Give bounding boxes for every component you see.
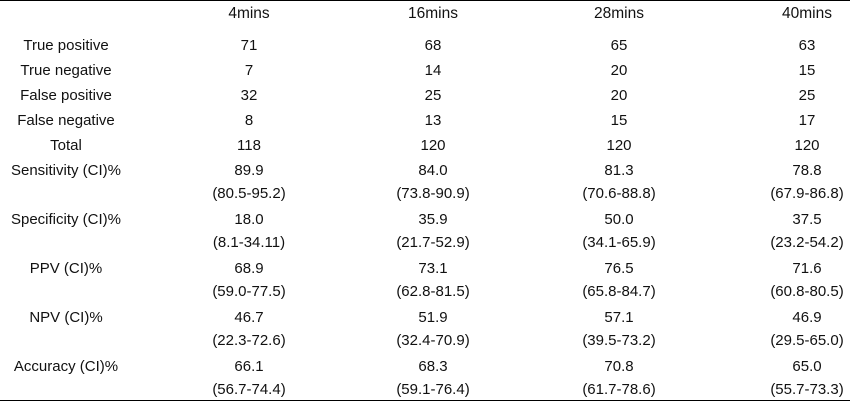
table-cell-value: 68.9 [234, 260, 264, 277]
table-cell-value: 68 [424, 37, 442, 54]
table-cell-value: 18.0 [234, 211, 264, 228]
table-cell-value: 20 [610, 62, 628, 79]
table-cell-value: 37.5 [792, 211, 822, 228]
table-cell-value: 63 [798, 37, 816, 54]
table-cell-value: 46.9 [792, 309, 822, 326]
table-cell-ci: (29.5-65.0) [770, 332, 844, 349]
table-cell-value: 118 [237, 137, 261, 154]
row-label: True negative [20, 62, 112, 79]
table-top-rule [0, 0, 850, 1]
column-header: 28mins [594, 5, 644, 22]
table-cell-ci: (34.1-65.9) [582, 234, 656, 251]
table-cell-value: 13 [424, 112, 442, 129]
table-cell-ci: (32.4-70.9) [396, 332, 470, 349]
table-cell-value: 66.1 [234, 358, 264, 375]
table-cell-value: 65.0 [792, 358, 822, 375]
column-header: 16mins [408, 5, 458, 22]
table-cell-value: 120 [794, 137, 820, 154]
table-cell-value: 14 [424, 62, 442, 79]
table-cell-value: 35.9 [418, 211, 448, 228]
table-cell-ci: (39.5-73.2) [582, 332, 656, 349]
column-header: 40mins [782, 5, 832, 22]
column-header: 4mins [228, 5, 270, 22]
table-bottom-rule [0, 400, 850, 401]
table-cell-ci: (70.6-88.8) [582, 185, 656, 202]
table-cell-value: 78.8 [792, 162, 822, 179]
table-cell-value: 15 [798, 62, 816, 79]
table-cell-ci: (60.8-80.5) [770, 283, 844, 300]
table-cell-value: 46.7 [234, 309, 264, 326]
table-cell-ci: (80.5-95.2) [212, 185, 286, 202]
table-cell-ci: (59.0-77.5) [212, 283, 286, 300]
row-label: False negative [17, 112, 115, 129]
table-cell-value: 50.0 [604, 211, 634, 228]
table-cell-ci: (23.2-54.2) [770, 234, 844, 251]
table-cell-ci: (8.1-34.11) [212, 234, 286, 251]
table-cell-value: 89.9 [234, 162, 264, 179]
table-cell-value: 70.8 [604, 358, 634, 375]
table-cell-value: 25 [424, 87, 442, 104]
table-cell-ci: (59.1-76.4) [396, 381, 470, 398]
row-label: NPV (CI)% [29, 309, 103, 326]
table-cell-value: 17 [798, 112, 816, 129]
table-cell-ci: (22.3-72.6) [212, 332, 286, 349]
table-cell-ci: (65.8-84.7) [582, 283, 656, 300]
table-cell-value: 51.9 [418, 309, 448, 326]
table-cell-ci: (55.7-73.3) [770, 381, 844, 398]
row-label: PPV (CI)% [29, 260, 103, 277]
table-cell-value: 7 [244, 62, 254, 79]
table-cell-ci: (56.7-74.4) [212, 381, 286, 398]
table-cell-value: 57.1 [604, 309, 634, 326]
table-cell-value: 81.3 [604, 162, 634, 179]
table-cell-ci: (67.9-86.8) [770, 185, 844, 202]
row-label: Sensitivity (CI)% [10, 162, 122, 179]
table-cell-value: 25 [798, 87, 816, 104]
table-cell-value: 76.5 [604, 260, 634, 277]
table-cell-value: 71.6 [792, 260, 822, 277]
table-cell-value: 120 [420, 137, 446, 154]
row-label: False positive [20, 87, 112, 104]
table-cell-value: 15 [610, 112, 628, 129]
row-label: Total [50, 137, 82, 154]
table-cell-value: 120 [606, 137, 632, 154]
row-label: Accuracy (CI)% [13, 358, 119, 375]
table-cell-value: 32 [240, 87, 258, 104]
table-cell-ci: (61.7-78.6) [582, 381, 656, 398]
row-label: True positive [23, 37, 109, 54]
table-cell-value: 65 [610, 37, 628, 54]
table-cell-ci: (73.8-90.9) [396, 185, 470, 202]
table-cell-value: 20 [610, 87, 628, 104]
table-cell-ci: (21.7-52.9) [396, 234, 470, 251]
table-cell-value: 68.3 [418, 358, 448, 375]
table-cell-value: 73.1 [418, 260, 448, 277]
table-cell-value: 71 [240, 37, 258, 54]
table-cell-ci: (62.8-81.5) [396, 283, 470, 300]
row-label: Specificity (CI)% [10, 211, 122, 228]
table-cell-value: 8 [244, 112, 254, 129]
table-cell-value: 84.0 [418, 162, 448, 179]
